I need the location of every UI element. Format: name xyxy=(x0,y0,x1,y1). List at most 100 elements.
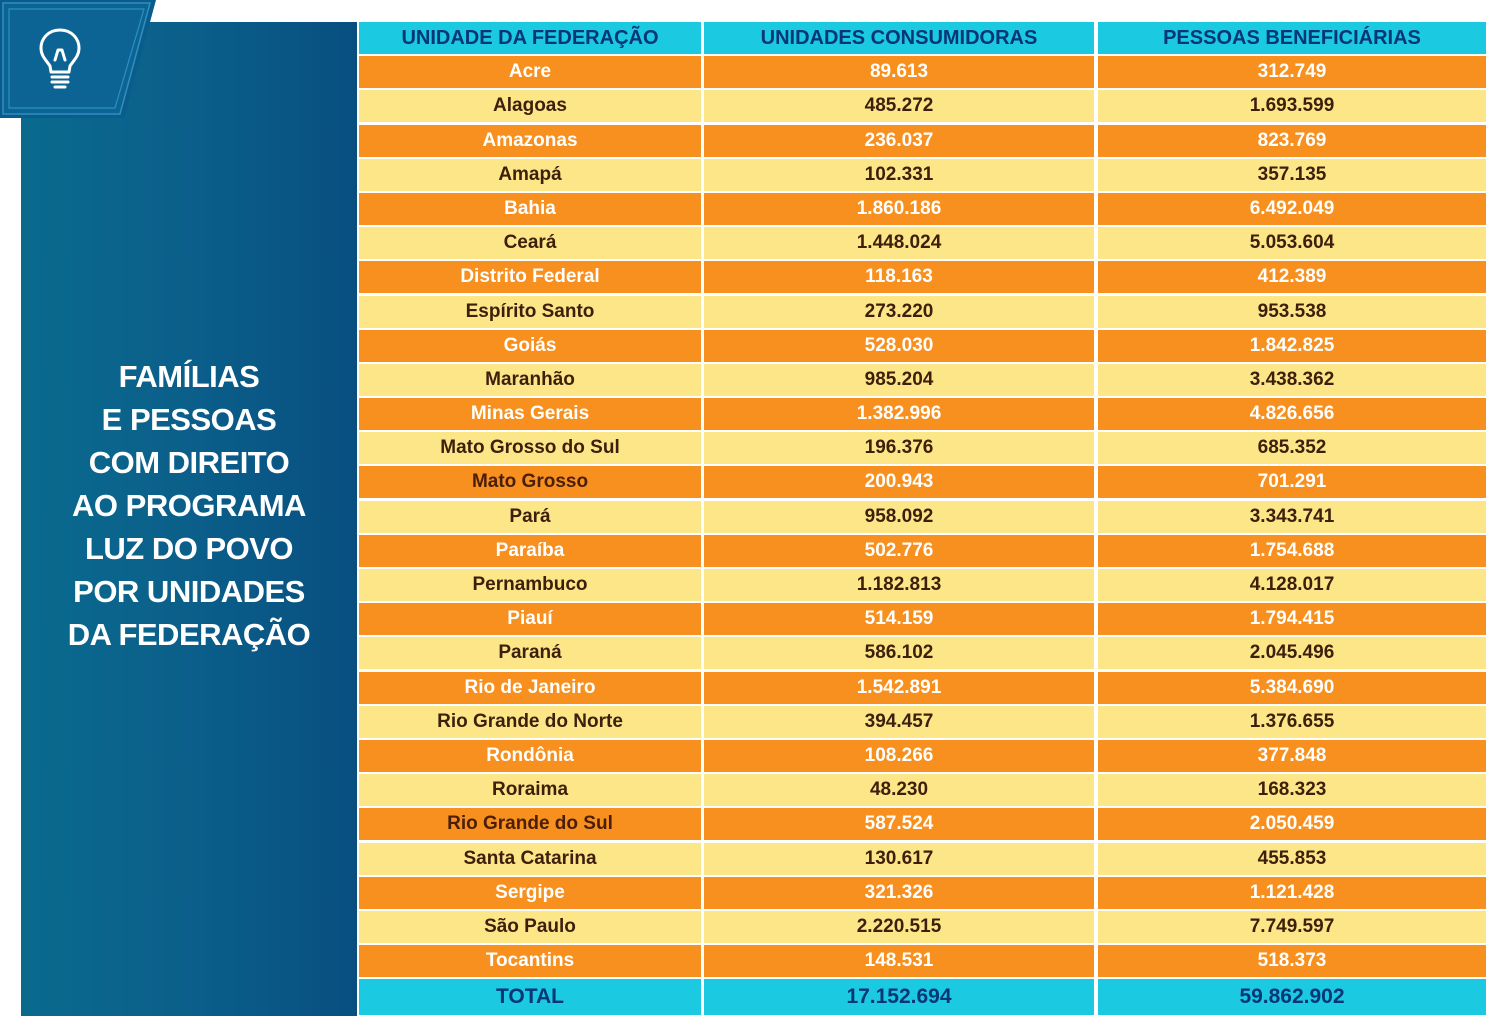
cell-beneficiaries: 7.749.597 xyxy=(1098,910,1486,943)
cell-consumer-units: 958.092 xyxy=(704,500,1094,533)
cell-beneficiaries: 1.693.599 xyxy=(1098,90,1486,123)
cell-federation-unit: São Paulo xyxy=(359,910,701,943)
cell-consumer-units: 587.524 xyxy=(704,808,1094,841)
table-row: Rio Grande do Norte 394.457 1.376.655 xyxy=(359,705,1486,738)
cell-federation-unit: Maranhão xyxy=(359,363,701,396)
cell-beneficiaries: 4.128.017 xyxy=(1098,569,1486,601)
cell-federation-unit: Rio Grande do Norte xyxy=(359,705,701,738)
cell-beneficiaries: 4.826.656 xyxy=(1098,398,1486,431)
cell-beneficiaries: 412.389 xyxy=(1098,261,1486,294)
cell-consumer-units: 321.326 xyxy=(704,876,1094,909)
table-row: Rondônia 108.266 377.848 xyxy=(359,739,1486,772)
cell-consumer-units: 394.457 xyxy=(704,705,1094,738)
header-beneficiaries: PESSOAS BENEFICIÁRIAS xyxy=(1098,22,1486,54)
cell-consumer-units: 130.617 xyxy=(704,842,1094,875)
cell-beneficiaries: 455.853 xyxy=(1098,842,1486,875)
cell-federation-unit: Mato Grosso do Sul xyxy=(359,432,701,465)
header-consumer-units: UNIDADES CONSUMIDORAS xyxy=(704,22,1094,54)
cell-consumer-units: 1.860.186 xyxy=(704,192,1094,225)
cell-federation-unit: Tocantins xyxy=(359,945,701,978)
cell-federation-unit: Mato Grosso xyxy=(359,466,701,499)
cell-federation-unit: Ceará xyxy=(359,227,701,260)
table-row: Sergipe 321.326 1.121.428 xyxy=(359,876,1486,909)
cell-consumer-units: 2.220.515 xyxy=(704,910,1094,943)
cell-consumer-units: 502.776 xyxy=(704,534,1094,567)
cell-consumer-units: 196.376 xyxy=(704,432,1094,465)
side-title-line: COM DIREITO xyxy=(88,445,290,480)
table-row: Tocantins 148.531 518.373 xyxy=(359,945,1486,978)
table-row: Acre 89.613 312.749 xyxy=(359,56,1486,89)
cell-beneficiaries: 701.291 xyxy=(1098,466,1486,499)
table-row: Rio de Janeiro 1.542.891 5.384.690 xyxy=(359,671,1486,704)
cell-federation-unit: Alagoas xyxy=(359,90,701,123)
total-label: TOTAL xyxy=(359,979,701,1016)
cell-consumer-units: 1.382.996 xyxy=(704,398,1094,431)
cell-beneficiaries: 685.352 xyxy=(1098,432,1486,465)
cell-beneficiaries: 1.121.428 xyxy=(1098,876,1486,909)
side-title-line: DA FEDERAÇÃO xyxy=(67,617,311,652)
cell-consumer-units: 118.163 xyxy=(704,261,1094,294)
cell-consumer-units: 236.037 xyxy=(704,124,1094,157)
cell-consumer-units: 108.266 xyxy=(704,739,1094,772)
table-row: Paraíba 502.776 1.754.688 xyxy=(359,534,1486,567)
cell-beneficiaries: 1.754.688 xyxy=(1098,534,1486,567)
cell-beneficiaries: 377.848 xyxy=(1098,739,1486,772)
cell-federation-unit: Sergipe xyxy=(359,876,701,909)
table-row: São Paulo 2.220.515 7.749.597 xyxy=(359,910,1486,943)
cell-consumer-units: 485.272 xyxy=(704,90,1094,123)
cell-beneficiaries: 1.376.655 xyxy=(1098,705,1486,738)
cell-beneficiaries: 3.343.741 xyxy=(1098,500,1486,533)
cell-federation-unit: Amazonas xyxy=(359,124,701,157)
cell-beneficiaries: 2.050.459 xyxy=(1098,808,1486,841)
cell-beneficiaries: 5.053.604 xyxy=(1098,227,1486,260)
cell-consumer-units: 48.230 xyxy=(704,774,1094,807)
table-row: Pará 958.092 3.343.741 xyxy=(359,500,1486,533)
table-row: Goiás 528.030 1.842.825 xyxy=(359,329,1486,362)
cell-federation-unit: Pará xyxy=(359,500,701,533)
cell-federation-unit: Rondônia xyxy=(359,739,701,772)
cell-consumer-units: 514.159 xyxy=(704,603,1094,636)
table-row: Mato Grosso do Sul 196.376 685.352 xyxy=(359,432,1486,465)
side-title-line: FAMÍLIAS xyxy=(118,359,260,394)
table-row: Roraima 48.230 168.323 xyxy=(359,774,1486,807)
cell-consumer-units: 528.030 xyxy=(704,329,1094,362)
cell-beneficiaries: 6.492.049 xyxy=(1098,192,1486,225)
cell-beneficiaries: 823.769 xyxy=(1098,124,1486,157)
cell-federation-unit: Acre xyxy=(359,56,701,89)
cell-consumer-units: 1.182.813 xyxy=(704,569,1094,601)
side-title-line: LUZ DO POVO xyxy=(84,531,294,566)
cell-federation-unit: Rio Grande do Sul xyxy=(359,808,701,841)
cell-beneficiaries: 518.373 xyxy=(1098,945,1486,978)
cell-beneficiaries: 5.384.690 xyxy=(1098,671,1486,704)
cell-consumer-units: 1.448.024 xyxy=(704,227,1094,260)
table-row: Amapá 102.331 357.135 xyxy=(359,158,1486,191)
cell-federation-unit: Roraima xyxy=(359,774,701,807)
cell-federation-unit: Amapá xyxy=(359,158,701,191)
cell-federation-unit: Piauí xyxy=(359,603,701,636)
cell-federation-unit: Paraná xyxy=(359,637,701,670)
lightbulb-icon xyxy=(39,28,81,89)
total-beneficiaries: 59.862.902 xyxy=(1098,979,1486,1016)
cell-consumer-units: 148.531 xyxy=(704,945,1094,978)
cell-beneficiaries: 2.045.496 xyxy=(1098,637,1486,670)
table-row: Alagoas 485.272 1.693.599 xyxy=(359,90,1486,123)
table-body: Acre 89.613 312.749 Alagoas 485.272 1.693.599… xyxy=(359,56,1486,978)
table-row: Pernambuco 1.182.813 4.128.017 xyxy=(359,569,1486,601)
table-row: Distrito Federal 118.163 412.389 xyxy=(359,261,1486,294)
cell-beneficiaries: 1.842.825 xyxy=(1098,329,1486,362)
table-row: Bahia 1.860.186 6.492.049 xyxy=(359,192,1486,225)
cell-federation-unit: Pernambuco xyxy=(359,569,701,601)
table-row: Ceará 1.448.024 5.053.604 xyxy=(359,227,1486,260)
cell-consumer-units: 273.220 xyxy=(704,295,1094,328)
cell-consumer-units: 985.204 xyxy=(704,363,1094,396)
table-total-row: TOTAL 17.152.694 59.862.902 xyxy=(359,979,1486,1016)
federation-table: UNIDADE DA FEDERAÇÃO UNIDADES CONSUMIDOR… xyxy=(359,22,1486,1017)
table-row: Minas Gerais 1.382.996 4.826.656 xyxy=(359,398,1486,431)
cell-beneficiaries: 953.538 xyxy=(1098,295,1486,328)
cell-federation-unit: Rio de Janeiro xyxy=(359,671,701,704)
table-row: Maranhão 985.204 3.438.362 xyxy=(359,363,1486,396)
table-row: Espírito Santo 273.220 953.538 xyxy=(359,295,1486,328)
table-header-row: UNIDADE DA FEDERAÇÃO UNIDADES CONSUMIDOR… xyxy=(359,22,1486,54)
side-title-line: POR UNIDADES xyxy=(73,574,305,609)
cell-beneficiaries: 1.794.415 xyxy=(1098,603,1486,636)
